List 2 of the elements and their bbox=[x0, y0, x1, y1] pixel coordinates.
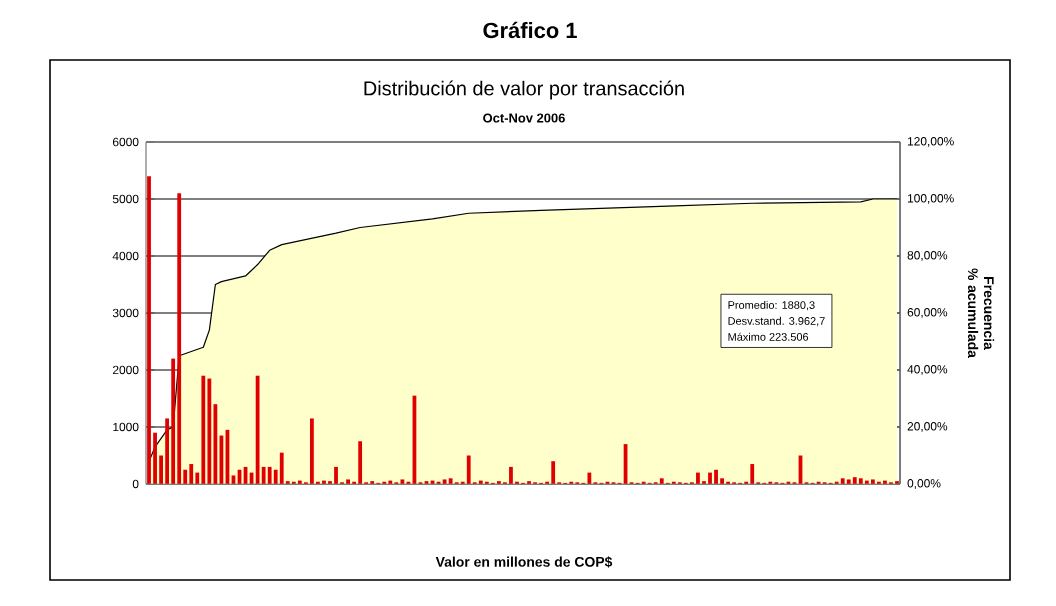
text: Gráfico 1 bbox=[483, 21, 577, 39]
chart-title: Distribución de valor por transacción bbox=[364, 80, 684, 100]
